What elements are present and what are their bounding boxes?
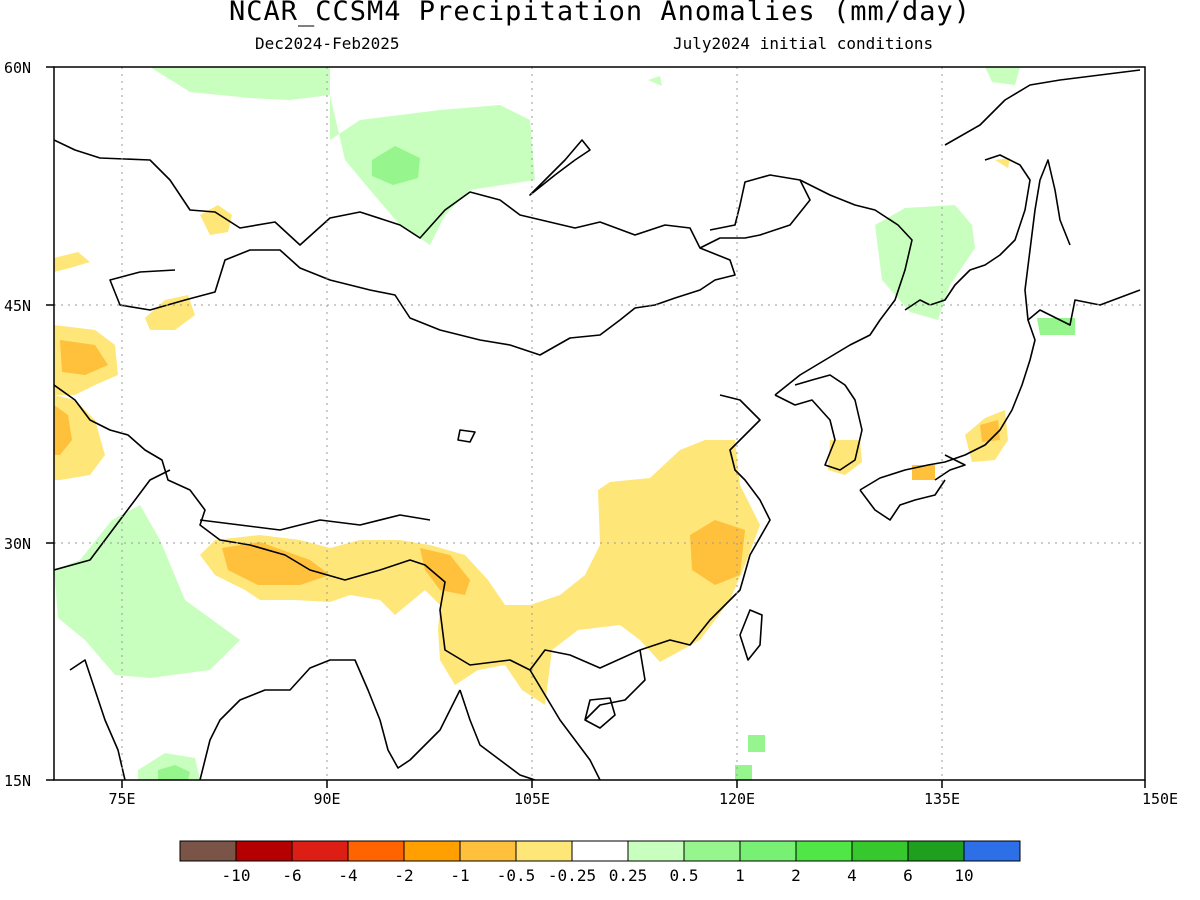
lat-label-30n: 30N <box>4 535 32 553</box>
colorbar-tick-label: -6 <box>282 866 302 885</box>
colorbar <box>179 840 1021 862</box>
colorbar-swatch <box>795 840 853 862</box>
colorbar-tick-label: -1 <box>450 866 470 885</box>
colorbar-tick-label: -2 <box>394 866 414 885</box>
lon-label-120e: 120E <box>718 790 756 808</box>
axis-ticks <box>46 66 1146 788</box>
lon-label-75e: 75E <box>108 790 136 808</box>
init-conditions-label: July2024 initial conditions <box>673 34 934 53</box>
colorbar-tick-label: 6 <box>903 866 913 885</box>
colorbar-tick-label: 2 <box>791 866 801 885</box>
colorbar-swatch <box>179 840 237 862</box>
lat-label-60n: 60N <box>4 59 32 77</box>
colorbar-tick-label: -0.25 <box>547 866 597 885</box>
colorbar-swatch <box>739 840 797 862</box>
colorbar-swatch <box>851 840 909 862</box>
colorbar-tick-label: -10 <box>221 866 251 885</box>
colorbar-tick-label: -4 <box>338 866 358 885</box>
lon-label-90e: 90E <box>313 790 341 808</box>
anomaly-field <box>54 67 1141 780</box>
map-title: NCAR_CCSM4 Precipitation Anomalies (mm/d… <box>229 0 971 27</box>
colorbar-swatch <box>235 840 293 862</box>
wet-anomaly-regions <box>54 67 1075 780</box>
colorbar-swatch <box>963 840 1021 862</box>
colorbar-tick-label: -0.5 <box>496 866 536 885</box>
colorbar-swatch <box>515 840 573 862</box>
lon-label-135e: 135E <box>923 790 961 808</box>
colorbar-tick-label: 1 <box>735 866 745 885</box>
dry-anomaly-regions <box>54 158 1010 705</box>
colorbar-swatch <box>403 840 461 862</box>
lat-label-45n: 45N <box>4 297 32 315</box>
colorbar-swatch <box>627 840 685 862</box>
lon-label-150e: 150E <box>1141 790 1179 808</box>
colorbar-swatch <box>459 840 517 862</box>
season-label: Dec2024-Feb2025 <box>255 34 400 53</box>
colorbar-tick-label: 0.5 <box>669 866 699 885</box>
plot-frame <box>53 66 1146 781</box>
coastlines-borders <box>54 69 1141 780</box>
colorbar-swatch <box>291 840 349 862</box>
colorbar-tick-label: 10 <box>954 866 974 885</box>
colorbar-tick-label: 4 <box>847 866 857 885</box>
colorbar-swatch <box>683 840 741 862</box>
colorbar-swatch <box>571 840 629 862</box>
lat-label-15n: 15N <box>4 772 32 790</box>
colorbar-swatch <box>347 840 405 862</box>
lon-label-105e: 105E <box>513 790 551 808</box>
colorbar-tick-label: 0.25 <box>608 866 648 885</box>
colorbar-swatch <box>907 840 965 862</box>
